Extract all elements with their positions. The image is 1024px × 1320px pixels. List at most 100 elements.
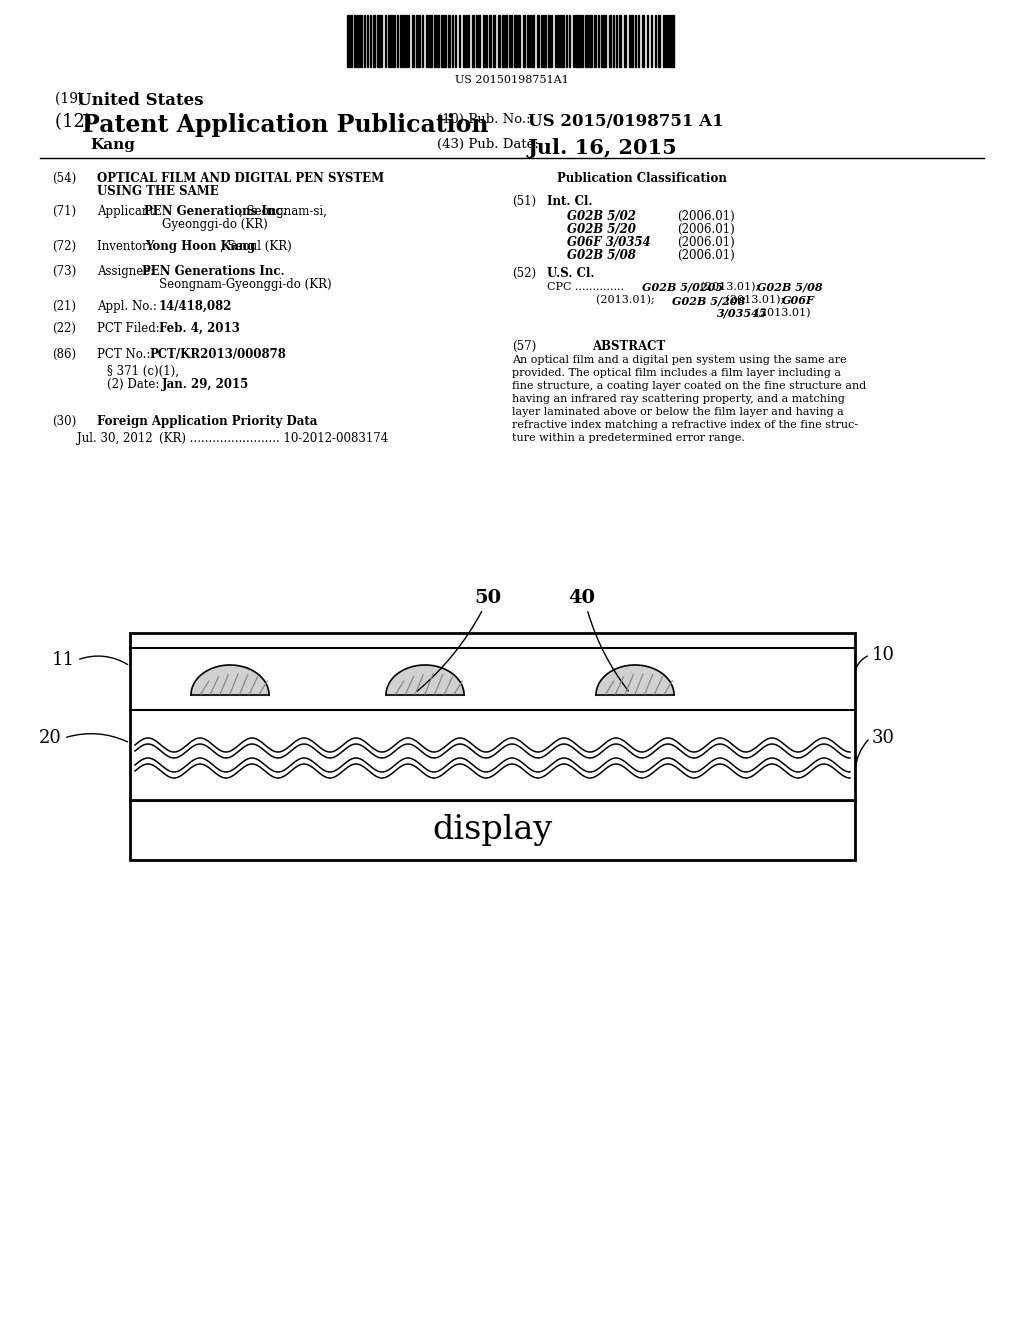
- Bar: [589, 15, 592, 67]
- Text: G06F: G06F: [782, 294, 815, 306]
- Text: (2006.01): (2006.01): [677, 210, 735, 223]
- Bar: [483, 15, 485, 67]
- Text: (57): (57): [512, 341, 537, 352]
- Text: 14/418,082: 14/418,082: [159, 300, 232, 313]
- Text: (2006.01): (2006.01): [677, 249, 735, 261]
- Text: ture within a predetermined error range.: ture within a predetermined error range.: [512, 433, 744, 444]
- Text: G02B 5/0205: G02B 5/0205: [642, 282, 723, 293]
- Text: Seongnam-Gyeonggi-do (KR): Seongnam-Gyeonggi-do (KR): [159, 279, 332, 290]
- Bar: [518, 15, 520, 67]
- Bar: [388, 15, 391, 67]
- Bar: [465, 15, 467, 67]
- Bar: [579, 15, 581, 67]
- Text: (73): (73): [52, 265, 76, 279]
- Text: (12): (12): [55, 114, 97, 131]
- Text: (22): (22): [52, 322, 76, 335]
- Text: US 20150198751A1: US 20150198751A1: [455, 75, 569, 84]
- Text: PCT/KR2013/000878: PCT/KR2013/000878: [150, 348, 286, 360]
- Text: U.S. Cl.: U.S. Cl.: [547, 267, 595, 280]
- Text: provided. The optical film includes a film layer including a: provided. The optical film includes a fi…: [512, 368, 841, 378]
- Text: (52): (52): [512, 267, 537, 280]
- Bar: [671, 15, 674, 67]
- Bar: [130, 800, 855, 861]
- Text: (86): (86): [52, 348, 76, 360]
- Text: G02B 5/02: G02B 5/02: [567, 210, 636, 223]
- Text: , Seoul (KR): , Seoul (KR): [220, 240, 292, 253]
- Text: layer laminated above or below the film layer and having a: layer laminated above or below the film …: [512, 407, 844, 417]
- Bar: [575, 15, 578, 67]
- Text: § 371 (c)(1),: § 371 (c)(1),: [106, 366, 179, 378]
- Text: United States: United States: [77, 92, 204, 110]
- Bar: [585, 15, 588, 67]
- Text: (21): (21): [52, 300, 76, 313]
- Bar: [527, 15, 530, 67]
- Text: (43) Pub. Date:: (43) Pub. Date:: [437, 139, 539, 150]
- Text: 40: 40: [568, 589, 596, 607]
- Bar: [505, 15, 507, 67]
- Text: (19): (19): [55, 92, 88, 106]
- Text: Jan. 29, 2015: Jan. 29, 2015: [162, 378, 249, 391]
- Bar: [489, 15, 490, 67]
- Text: An optical film and a digital pen system using the same are: An optical film and a digital pen system…: [512, 355, 847, 366]
- Text: having an infrared ray scattering property, and a matching: having an infrared ray scattering proper…: [512, 393, 845, 404]
- Text: Appl. No.:: Appl. No.:: [97, 300, 157, 313]
- Text: 3/03545: 3/03545: [717, 308, 768, 319]
- Text: Patent Application Publication: Patent Application Publication: [82, 114, 488, 137]
- Bar: [531, 15, 534, 67]
- Text: (30): (30): [52, 414, 76, 428]
- Text: CPC ..............: CPC ..............: [547, 282, 628, 292]
- Bar: [426, 15, 428, 67]
- Bar: [609, 15, 611, 67]
- Bar: [618, 15, 621, 67]
- Text: (2013.01);: (2013.01);: [722, 294, 787, 305]
- Text: , Seongnam-si,: , Seongnam-si,: [239, 205, 327, 218]
- Text: PCT Filed:: PCT Filed:: [97, 322, 160, 335]
- Bar: [514, 15, 517, 67]
- Bar: [523, 15, 525, 67]
- Bar: [543, 15, 546, 67]
- Text: Feb. 4, 2013: Feb. 4, 2013: [159, 322, 240, 335]
- Text: Applicant:: Applicant:: [97, 205, 162, 218]
- Text: (2) Date:: (2) Date:: [106, 378, 160, 391]
- Text: Jul. 16, 2015: Jul. 16, 2015: [528, 139, 678, 158]
- Text: (2013.01): (2013.01): [752, 308, 811, 318]
- Text: (2013.01);: (2013.01);: [547, 294, 658, 305]
- Text: G02B 5/08: G02B 5/08: [757, 282, 822, 293]
- Bar: [537, 15, 539, 67]
- Text: USING THE SAME: USING THE SAME: [97, 185, 219, 198]
- Bar: [449, 15, 450, 67]
- Text: 50: 50: [474, 589, 502, 607]
- Bar: [354, 15, 356, 67]
- Text: Publication Classification: Publication Classification: [557, 172, 727, 185]
- Text: 30: 30: [872, 729, 895, 747]
- Text: PEN Generations Inc.: PEN Generations Inc.: [144, 205, 287, 218]
- Text: ABSTRACT: ABSTRACT: [592, 341, 666, 352]
- Bar: [557, 15, 559, 67]
- Text: Gyeonggi-do (KR): Gyeonggi-do (KR): [162, 218, 267, 231]
- Text: display: display: [432, 814, 553, 846]
- Text: (KR) ........................ 10-2012-0083174: (KR) ........................ 10-2012-00…: [159, 432, 388, 445]
- Text: (71): (71): [52, 205, 76, 218]
- Text: fine structure, a coating layer coated on the fine structure and: fine structure, a coating layer coated o…: [512, 381, 866, 391]
- Text: Foreign Application Priority Data: Foreign Application Priority Data: [97, 414, 317, 428]
- Text: (2006.01): (2006.01): [677, 236, 735, 249]
- Text: G02B 5/20: G02B 5/20: [567, 223, 636, 236]
- Bar: [560, 15, 562, 67]
- Text: G06F 3/0354: G06F 3/0354: [567, 236, 650, 249]
- Text: (54): (54): [52, 172, 76, 185]
- Bar: [347, 15, 349, 67]
- Bar: [642, 15, 644, 67]
- Text: Kang: Kang: [90, 139, 135, 152]
- Text: Inventor:: Inventor:: [97, 240, 160, 253]
- Text: G02B 5/208: G02B 5/208: [672, 294, 745, 306]
- Text: Jul. 30, 2012: Jul. 30, 2012: [77, 432, 153, 445]
- Text: PCT No.:: PCT No.:: [97, 348, 151, 360]
- Bar: [444, 15, 446, 67]
- Bar: [502, 15, 504, 67]
- Text: Int. Cl.: Int. Cl.: [547, 195, 593, 209]
- Text: PEN Generations Inc.: PEN Generations Inc.: [142, 265, 285, 279]
- Text: 11: 11: [52, 651, 75, 669]
- Bar: [441, 15, 443, 67]
- Bar: [624, 15, 626, 67]
- Bar: [412, 15, 414, 67]
